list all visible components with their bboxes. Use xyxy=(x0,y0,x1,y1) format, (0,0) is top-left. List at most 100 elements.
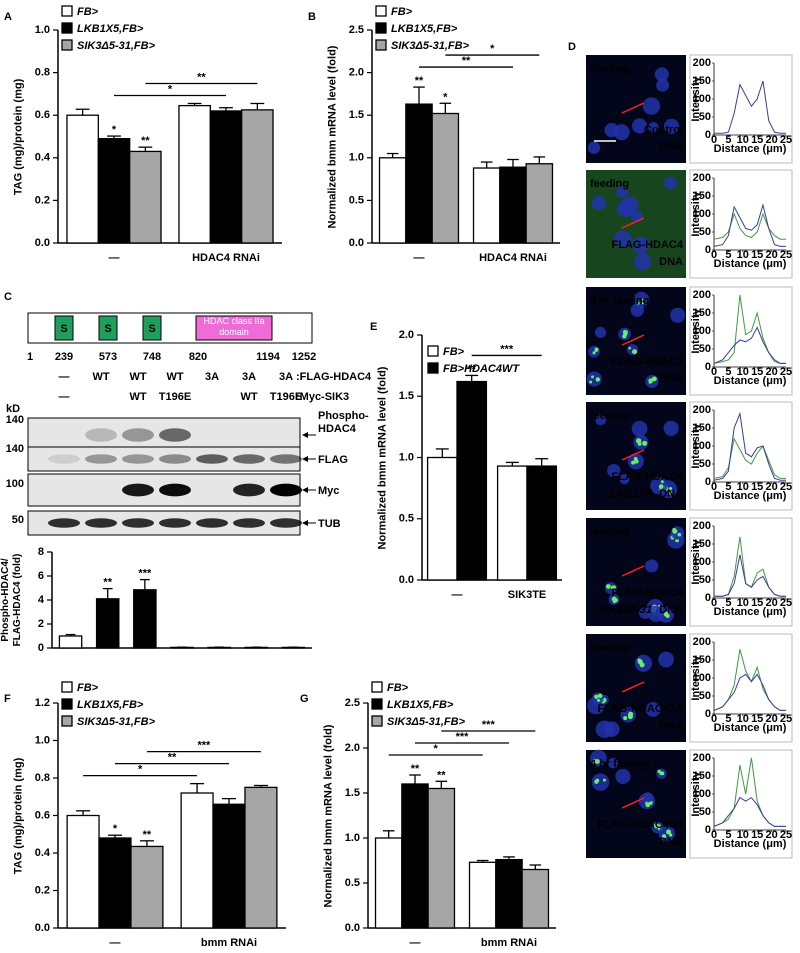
nuclear-speck xyxy=(592,760,596,764)
legend-swatch xyxy=(427,345,439,357)
arrow-head xyxy=(302,520,308,526)
x-tick-label: — xyxy=(452,589,463,601)
phospho-site xyxy=(98,315,118,341)
nucleus xyxy=(645,702,661,717)
nuclear-speck xyxy=(660,480,664,484)
nucleus xyxy=(654,67,669,82)
significance-label: ** xyxy=(141,135,150,147)
plot-frame xyxy=(689,54,793,164)
construct-label: :FLAG-HDAC4 xyxy=(296,371,372,383)
nuclear-speck xyxy=(642,440,648,446)
significance-label: *** xyxy=(482,719,496,731)
y-tick-label: 2.0 xyxy=(345,742,360,754)
x-tick-label: 0 xyxy=(711,713,717,725)
legend-swatch xyxy=(375,39,387,51)
bar xyxy=(180,792,214,929)
panel-label: F xyxy=(4,693,11,705)
blot-band xyxy=(159,454,191,464)
blot-band xyxy=(159,483,191,497)
y-tick-label: 1.0 xyxy=(35,734,50,746)
lane-label: — xyxy=(59,371,70,383)
blot-band xyxy=(270,483,302,497)
legend-label: FB> xyxy=(387,682,409,694)
legend-label: FB> xyxy=(77,682,99,694)
x-tick-label: 15 xyxy=(751,713,763,725)
y-tick-label: 0.4 xyxy=(35,152,51,164)
bar xyxy=(209,110,243,244)
nucleus xyxy=(632,236,650,254)
bar xyxy=(129,150,162,244)
x-tick-label: 15 xyxy=(751,249,763,261)
condition-label: feeding xyxy=(590,410,629,422)
y-tick-label: 200 xyxy=(693,404,711,416)
domain-box xyxy=(195,315,273,341)
site-label: S xyxy=(148,323,155,335)
bar xyxy=(499,166,527,244)
bar xyxy=(496,465,528,581)
protein-label: FLAG-HDAC4 xyxy=(612,356,684,368)
x-tick-label: 5 xyxy=(725,134,731,146)
nuclear-speck xyxy=(623,332,628,337)
nucleus xyxy=(647,605,665,623)
panel-label: G xyxy=(300,693,309,705)
residue-label: 239 xyxy=(55,351,73,363)
profile-line-plot xyxy=(713,326,786,364)
genotype-label: SIK3Δ5-31 xyxy=(598,604,652,616)
x-tick-label: SIK3TE xyxy=(508,589,547,601)
y-tick-label: 200 xyxy=(693,752,711,764)
profile-line-plot xyxy=(713,796,786,827)
bar xyxy=(178,104,211,244)
nuclear-speck xyxy=(675,538,680,543)
blot-band xyxy=(122,483,154,497)
x-tick-label: — xyxy=(410,937,421,949)
y-tick-label: 0.0 xyxy=(35,922,50,934)
bar xyxy=(130,845,164,929)
significance-label: ** xyxy=(415,75,424,87)
nuclear-speck xyxy=(602,778,606,782)
x-tick-label: 0 xyxy=(711,481,717,493)
y-tick-label: 1.2 xyxy=(35,697,50,709)
y-tick-label: 0.5 xyxy=(349,194,364,206)
x-tick-label: 20 xyxy=(765,249,777,261)
y-tick-label: 1.0 xyxy=(35,24,50,36)
y-tick-label: 1.5 xyxy=(349,109,364,121)
protein-label: FLAG-HDAC4 xyxy=(612,587,684,599)
profile-line-plot xyxy=(713,203,786,247)
significance-label: * xyxy=(112,124,117,136)
x-tick-label: 0 xyxy=(711,829,717,841)
significance-label: * xyxy=(490,43,495,55)
nuclear-speck xyxy=(668,490,673,495)
bar xyxy=(525,163,554,244)
arrow-head xyxy=(302,456,308,462)
nuclear-speck xyxy=(612,599,616,604)
bar xyxy=(468,861,497,929)
band-label: Myc xyxy=(318,485,339,497)
y-tick-label: 6 xyxy=(38,570,44,582)
y-axis-label: Intensity xyxy=(690,539,702,585)
significance-label: * xyxy=(168,83,173,95)
x-tick-label: 15 xyxy=(751,481,763,493)
profile-line xyxy=(621,217,645,229)
legend-swatch xyxy=(61,681,73,693)
nuclear-speck xyxy=(672,528,678,534)
legend-swatch xyxy=(427,362,439,374)
profile-line xyxy=(621,565,645,577)
y-axis-label: Normalized bmm mRNA level (fold) xyxy=(321,724,334,907)
x-tick-label: 15 xyxy=(751,597,763,609)
x-tick-label: 0 xyxy=(711,134,717,146)
micrograph xyxy=(586,55,686,163)
nucleus xyxy=(648,122,659,133)
nucleus xyxy=(658,651,674,668)
nucleus xyxy=(633,253,652,271)
band-label: TUB xyxy=(318,518,341,530)
y-tick-label: 1.0 xyxy=(399,451,414,463)
genotype-label: LKB1X5 xyxy=(610,488,653,500)
y-tick-label: 100 xyxy=(693,208,711,220)
significance-label: ** xyxy=(103,577,112,589)
significance-label: ** xyxy=(467,363,476,375)
legend-swatch xyxy=(371,698,383,710)
y-tick-label: 0 xyxy=(38,642,44,654)
bar xyxy=(405,103,433,244)
y-tick-label: 0.2 xyxy=(35,884,50,896)
